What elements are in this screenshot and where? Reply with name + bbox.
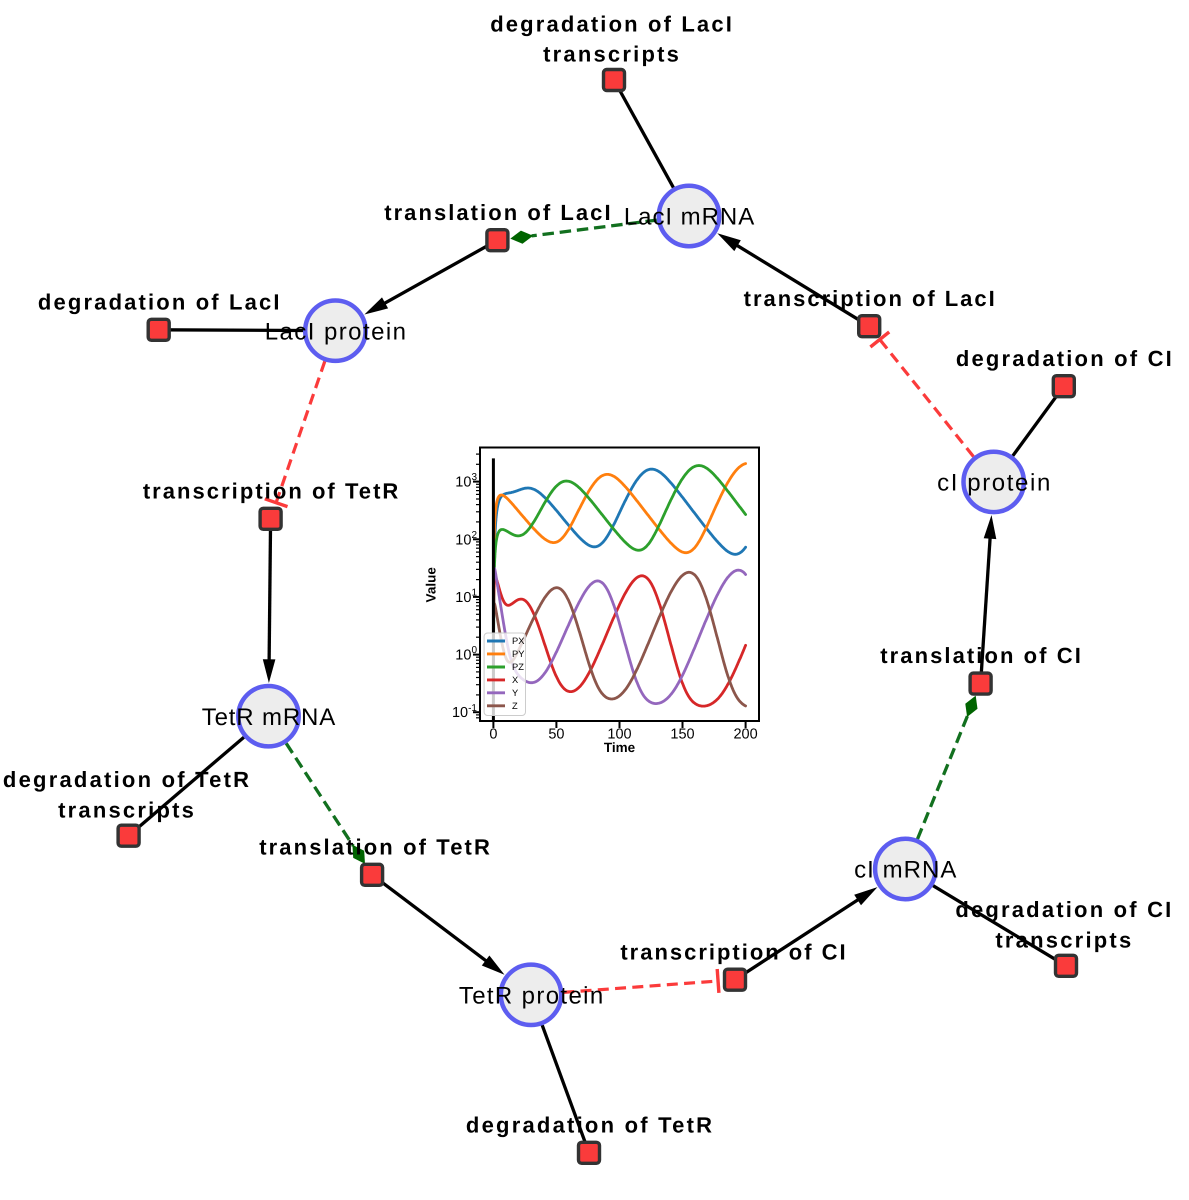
- svg-text:TetR mRNA: TetR mRNA: [202, 704, 336, 731]
- svg-text:degradation of LacI: degradation of LacI: [38, 289, 282, 314]
- svg-text:cI protein: cI protein: [937, 470, 1052, 497]
- svg-text:PZ: PZ: [512, 662, 524, 672]
- svg-text:transcripts: transcripts: [58, 797, 196, 822]
- svg-text:PY: PY: [512, 649, 524, 659]
- svg-text:200: 200: [733, 727, 757, 743]
- svg-text:PX: PX: [512, 636, 524, 646]
- svg-text:transcription of CI: transcription of CI: [620, 939, 847, 964]
- svg-text:150: 150: [670, 727, 694, 743]
- svg-text:50: 50: [548, 727, 564, 743]
- svg-text:0: 0: [489, 727, 497, 743]
- svg-text:100: 100: [607, 727, 631, 743]
- svg-text:translation of CI: translation of CI: [880, 643, 1083, 668]
- svg-text:Z: Z: [512, 701, 518, 711]
- svg-text:translation of TetR: translation of TetR: [259, 834, 492, 859]
- svg-text:Y: Y: [512, 688, 518, 698]
- svg-text:translation of LacI: translation of LacI: [384, 200, 612, 225]
- svg-text:transcription of TetR: transcription of TetR: [143, 478, 401, 503]
- svg-text:TetR protein: TetR protein: [459, 983, 605, 1010]
- svg-text:Value: Value: [424, 567, 439, 603]
- svg-text:cI mRNA: cI mRNA: [854, 857, 957, 884]
- svg-text:transcripts: transcripts: [543, 42, 681, 67]
- svg-text:degradation of CI: degradation of CI: [955, 897, 1173, 922]
- svg-text:transcription of LacI: transcription of LacI: [744, 286, 997, 311]
- svg-text:degradation of LacI: degradation of LacI: [490, 11, 734, 36]
- svg-text:degradation of CI: degradation of CI: [956, 346, 1174, 371]
- svg-text:degradation of TetR: degradation of TetR: [3, 767, 251, 792]
- svg-text:Time: Time: [604, 740, 636, 755]
- svg-text:X: X: [512, 675, 518, 685]
- svg-text:degradation of TetR: degradation of TetR: [466, 1112, 714, 1137]
- svg-text:LacI mRNA: LacI mRNA: [624, 204, 755, 231]
- svg-text:transcripts: transcripts: [995, 928, 1133, 953]
- svg-text:LacI protein: LacI protein: [265, 318, 408, 345]
